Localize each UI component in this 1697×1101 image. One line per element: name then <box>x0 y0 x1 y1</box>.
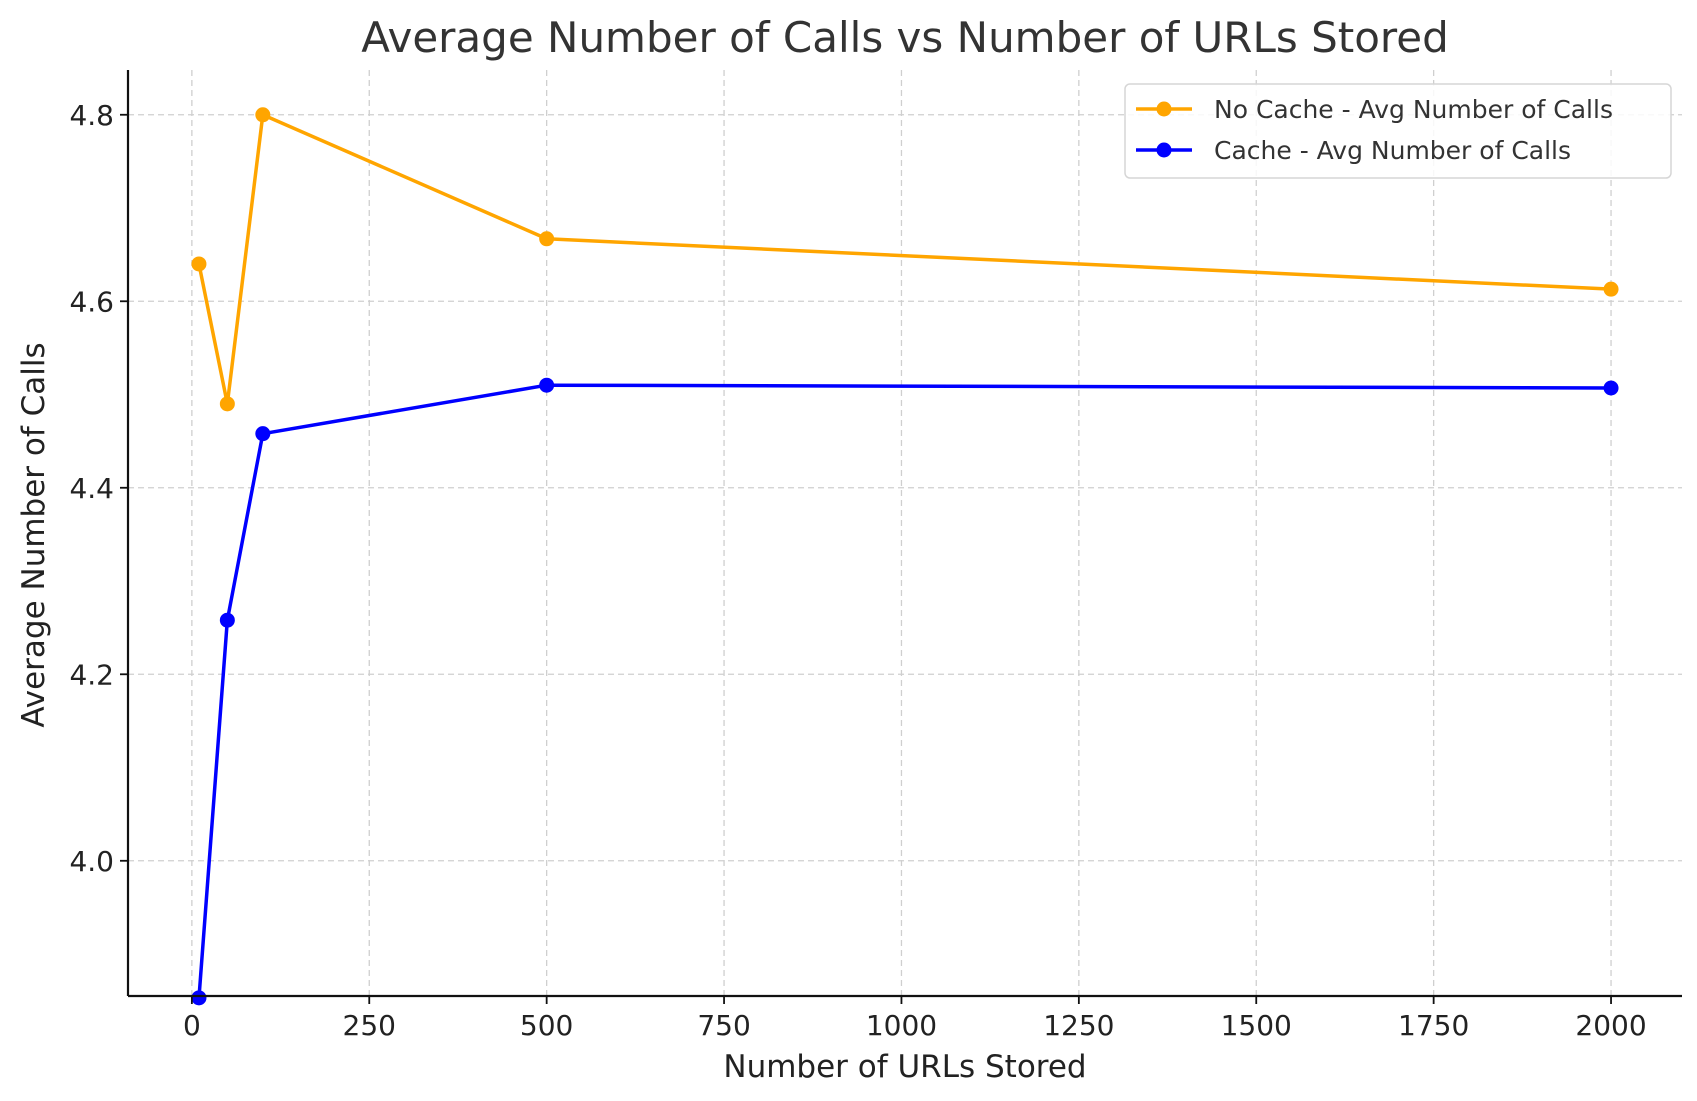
grid <box>128 70 1682 996</box>
series-cache <box>191 377 1619 1006</box>
data-point <box>219 612 235 628</box>
x-axis-label: Number of URLs Stored <box>723 1049 1086 1085</box>
y-tick-label: 4.0 <box>69 845 114 878</box>
x-tick-label: 750 <box>697 1009 750 1042</box>
legend-entry: No Cache - Avg Number of Calls <box>1136 95 1613 124</box>
y-tick-label: 4.8 <box>69 99 114 132</box>
legend: No Cache - Avg Number of Calls Cache - Av… <box>1124 83 1672 179</box>
x-tick-label: 0 <box>183 1009 201 1042</box>
data-point <box>539 377 555 393</box>
legend-label: No Cache - Avg Number of Calls <box>1214 95 1613 124</box>
x-tick-label: 1500 <box>1221 1009 1292 1042</box>
y-tick-label: 4.6 <box>69 285 114 318</box>
data-point <box>1603 281 1619 297</box>
data-point <box>255 426 271 442</box>
plot-series <box>191 107 1619 1006</box>
data-point <box>191 990 207 1006</box>
chart-title: Average Number of Calls vs Number of URL… <box>361 13 1449 62</box>
data-point <box>1603 380 1619 396</box>
x-tick-label: 1000 <box>866 1009 937 1042</box>
data-point <box>539 231 555 247</box>
x-tick-label: 2000 <box>1575 1009 1646 1042</box>
y-axis-label: Average Number of Calls <box>16 342 52 727</box>
data-point <box>219 396 235 412</box>
x-tick-label: 250 <box>343 1009 396 1042</box>
axes <box>120 70 1682 1004</box>
tick-labels: 0 250 500 750 1000 1250 1500 1750 2000 4.0 4.2 4.4 4… <box>69 99 1646 1042</box>
legend-box <box>1124 83 1672 179</box>
legend-label: Cache - Avg Number of Calls <box>1214 136 1571 165</box>
x-tick-label: 500 <box>520 1009 573 1042</box>
legend-marker <box>1156 101 1172 117</box>
data-point <box>191 256 207 272</box>
x-tick-label: 1250 <box>1043 1009 1114 1042</box>
x-tick-label: 1750 <box>1398 1009 1469 1042</box>
series-line <box>197 383 1612 998</box>
legend-entry: Cache - Avg Number of Calls <box>1136 136 1571 165</box>
legend-marker <box>1156 142 1172 158</box>
data-point <box>255 107 271 123</box>
series-no-cache <box>191 107 1619 412</box>
y-tick-label: 4.4 <box>69 472 114 505</box>
y-tick-label: 4.2 <box>69 658 114 691</box>
